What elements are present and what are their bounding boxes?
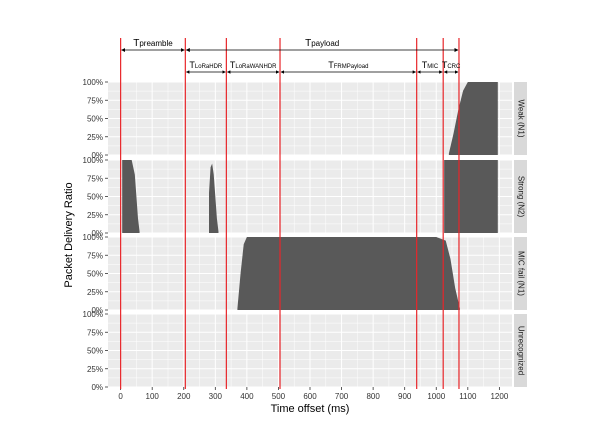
y-tick-label: 75% <box>87 251 103 260</box>
y-tick-label: 50% <box>87 115 103 124</box>
y-tick-label: 100% <box>83 310 103 319</box>
y-tick-label: 100% <box>83 233 103 242</box>
x-axis-title: Time offset (ms) <box>271 403 350 415</box>
y-tick-label: 25% <box>87 133 103 142</box>
part-label: TCRC <box>442 60 461 70</box>
preamble-label: Tpreamble <box>133 38 173 49</box>
y-tick-label: 25% <box>87 288 103 297</box>
facet-strip <box>514 82 527 155</box>
facet-strip <box>514 160 527 233</box>
facet-strip <box>514 237 527 310</box>
x-tick-label: 500 <box>272 392 286 401</box>
y-tick-label: 25% <box>87 211 103 220</box>
x-tick-label: 1200 <box>490 392 508 401</box>
x-tick-label: 200 <box>177 392 191 401</box>
x-tick-label: 900 <box>398 392 412 401</box>
part-label: TMIC <box>422 60 439 70</box>
y-tick-label: 0% <box>91 383 103 392</box>
part-label: TLoRaHDR <box>189 60 223 70</box>
delivery-area <box>448 82 498 155</box>
facet-label: Unrecognized <box>516 326 525 375</box>
y-tick-label: 50% <box>87 270 103 279</box>
y-tick-label: 50% <box>87 347 103 356</box>
x-tick-label: 800 <box>366 392 380 401</box>
x-tick-label: 1000 <box>427 392 445 401</box>
facet-label: MIC fail (N1) <box>516 251 525 296</box>
y-tick-label: 100% <box>83 78 103 87</box>
y-axis-title: Packet Delivery Ratio <box>63 182 75 287</box>
y-tick-label: 25% <box>87 365 103 374</box>
delivery-area <box>209 163 219 233</box>
x-tick-label: 600 <box>303 392 317 401</box>
x-tick-label: 700 <box>335 392 349 401</box>
part-label: TFRMPayload <box>328 60 368 70</box>
y-tick-label: 100% <box>83 156 103 165</box>
x-tick-label: 400 <box>240 392 254 401</box>
y-tick-label: 75% <box>87 96 103 105</box>
facet-strip <box>514 314 527 387</box>
y-tick-label: 0% <box>91 151 103 160</box>
facet-label: Weak (N1) <box>516 99 525 137</box>
facet-panel: 0% 25% 50% 75% 100% MIC fail (N1) <box>83 233 527 315</box>
delivery-area <box>122 160 140 233</box>
y-tick-label: 0% <box>91 306 103 315</box>
delivery-area <box>444 160 498 233</box>
facet-panel: 0% 25% 50% 75% 100% Strong (N2) <box>83 156 527 238</box>
facet-panel: 0% 25% 50% 75% 100% Unrecognized <box>83 310 527 392</box>
segment-annotations: Tpreamble Tpayload TLoRaHDR TLoRaWANHDR TFRM… <box>121 38 461 74</box>
x-tick-label: 0 <box>118 392 123 401</box>
x-tick-label: 100 <box>146 392 160 401</box>
y-tick-label: 50% <box>87 193 103 202</box>
delivery-area <box>237 237 460 310</box>
x-axis: 0 100 200 300 400 500 600 700 800 900 1000 1100 1200 <box>118 387 509 401</box>
part-label: TLoRaWANHDR <box>230 60 277 70</box>
time-markers <box>120 38 460 389</box>
payload-label: Tpayload <box>305 38 339 49</box>
x-tick-label: 1100 <box>459 392 477 401</box>
facet-label: Strong (N2) <box>516 176 525 218</box>
facet-panel: 0% 25% 50% 75% 100% Weak (N1) <box>83 78 527 160</box>
y-tick-label: 75% <box>87 328 103 337</box>
y-tick-label: 0% <box>91 229 103 238</box>
y-tick-label: 75% <box>87 174 103 183</box>
x-tick-label: 300 <box>209 392 223 401</box>
